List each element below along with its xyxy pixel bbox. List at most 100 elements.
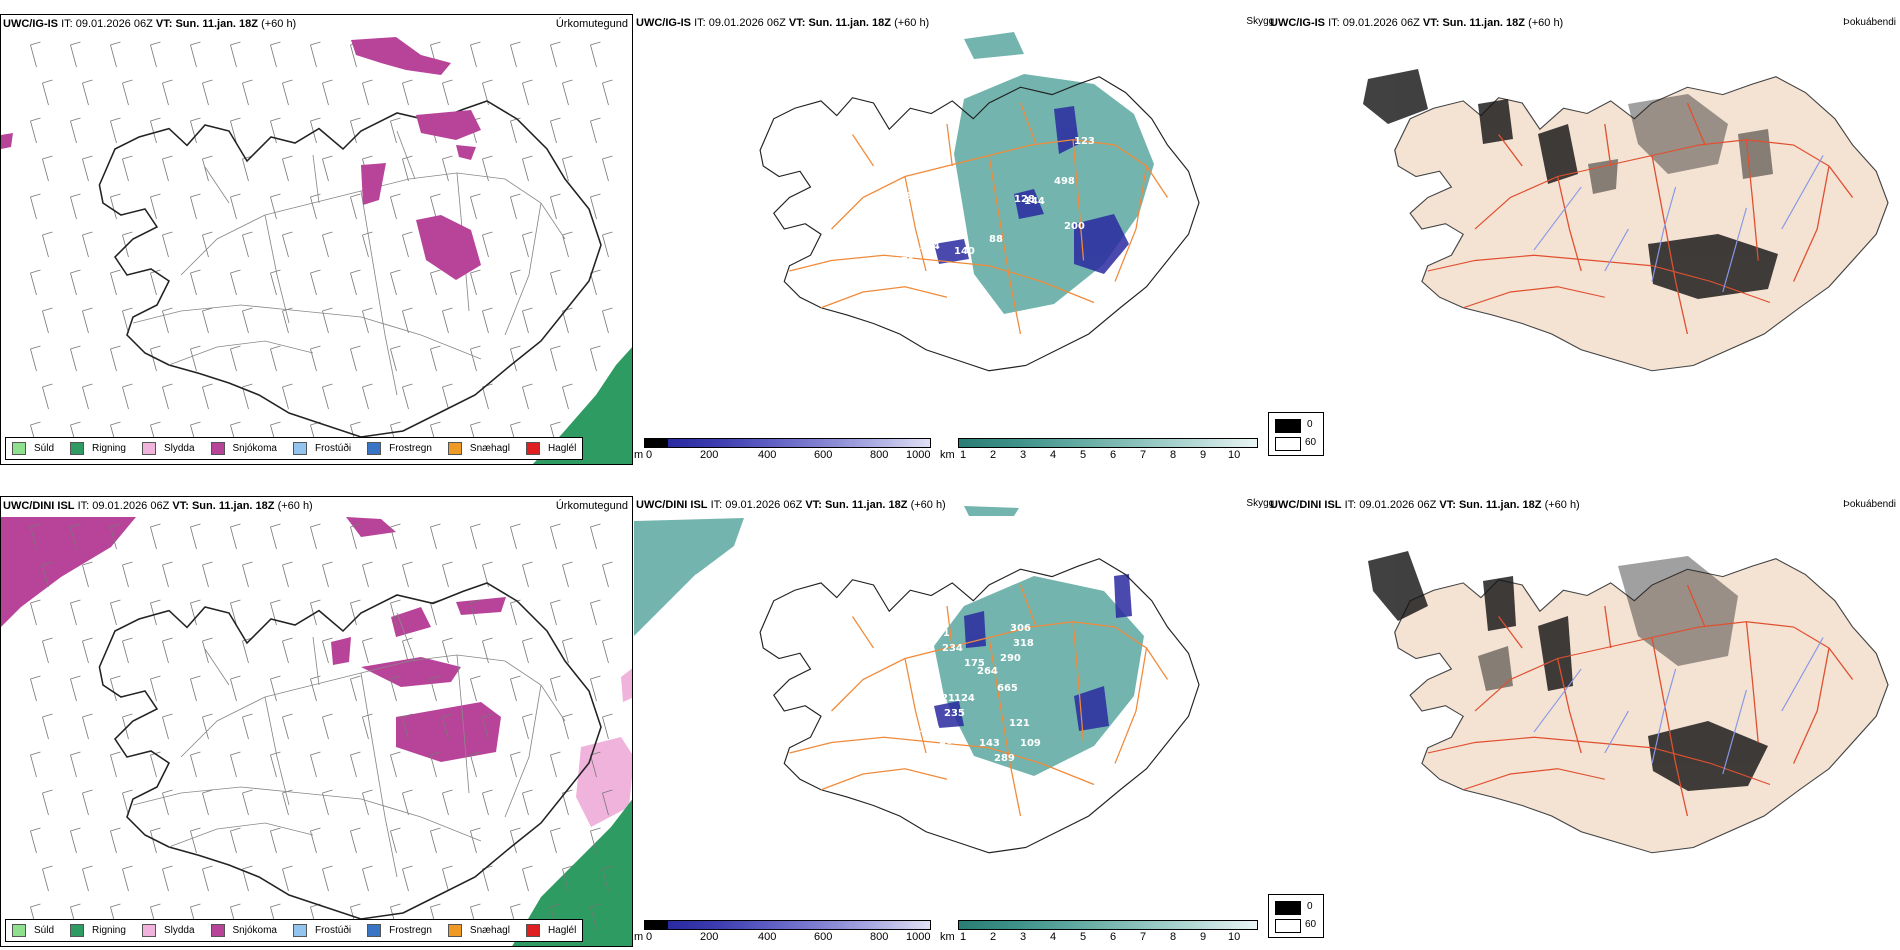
legend-label: Frostregn <box>389 925 432 936</box>
tick-label: 3 <box>1020 449 1027 461</box>
wind-barb-flag <box>442 713 453 718</box>
wind-barb-flag <box>30 523 41 528</box>
wind-barb-flag <box>362 637 373 642</box>
road-network <box>132 130 566 396</box>
wind-barb-flag <box>70 269 81 274</box>
road-network <box>1427 584 1854 817</box>
wind-barb <box>282 564 289 588</box>
wind-barb <box>82 716 89 740</box>
wind-barb <box>522 716 529 740</box>
snow-areas <box>1 37 481 280</box>
cloud-title: Skyggni <box>1246 498 1274 509</box>
wind-barb <box>562 234 569 258</box>
wind-barb <box>430 196 437 220</box>
wind-barb-flag <box>562 231 573 236</box>
wind-barb-flag <box>150 599 161 604</box>
wind-barb-flag <box>162 155 173 160</box>
wind-barb <box>590 526 597 550</box>
wind-barb-flag <box>362 231 373 236</box>
wind-barb-flag <box>390 269 401 274</box>
wind-barb <box>270 120 277 144</box>
tick-label: 5 <box>1080 931 1087 943</box>
wind-barb <box>270 44 277 68</box>
wind-barb <box>70 830 77 854</box>
wind-barb-flag <box>390 827 401 832</box>
wind-barb <box>190 602 197 626</box>
wind-barb-flag <box>70 827 81 832</box>
fog-legend: 0 60 <box>1268 894 1324 938</box>
rain-areas <box>532 347 632 464</box>
wind-barb-flag <box>270 269 281 274</box>
wind-barb <box>430 602 437 626</box>
wind-barb <box>122 564 129 588</box>
wind-barb <box>470 526 477 550</box>
wind-barb <box>30 120 37 144</box>
wind-barb <box>202 564 209 588</box>
wind-barb <box>362 792 369 816</box>
wind-barb <box>242 640 249 664</box>
wind-barb-flag <box>150 345 161 350</box>
wind-barb <box>522 640 529 664</box>
wind-barb-flag <box>82 79 93 84</box>
wind-barb <box>230 44 237 68</box>
river-network <box>1533 155 1824 293</box>
wind-barb <box>162 564 169 588</box>
wind-barb <box>202 234 209 258</box>
wind-barb <box>282 158 289 182</box>
wind-barb-flag <box>162 383 173 388</box>
wind-barb-flag <box>110 903 121 908</box>
wind-barb <box>42 868 49 892</box>
iceland-map-ptype <box>1 517 632 946</box>
wind-barb-flag <box>482 231 493 236</box>
fog-swatch-black <box>1275 419 1301 433</box>
wind-barb-flag <box>270 751 281 756</box>
wind-barb-flag <box>510 903 521 908</box>
wind-barb <box>310 44 317 68</box>
wind-barb-flag <box>470 751 481 756</box>
wind-barb <box>310 272 317 296</box>
wind-barb <box>590 196 597 220</box>
wind-barb-flag <box>362 561 373 566</box>
land-fill <box>1394 76 1889 372</box>
wind-barb-flag <box>402 865 413 870</box>
wind-barb <box>150 678 157 702</box>
wind-barb <box>350 678 357 702</box>
visibility-value: 234 <box>942 643 963 654</box>
wind-barb-flag <box>350 345 361 350</box>
wind-barb <box>402 82 409 106</box>
wind-barb <box>590 678 597 702</box>
precip-legend: Súld Rigning Slydda Snjókoma Frostúði Fr… <box>5 437 584 460</box>
wind-barb <box>202 868 209 892</box>
wind-barb-flag <box>390 751 401 756</box>
wind-barb-flag <box>42 79 53 84</box>
wind-barb-flag <box>42 307 53 312</box>
wind-barb <box>522 310 529 334</box>
wind-barb <box>590 272 597 296</box>
wind-barb <box>230 526 237 550</box>
wind-barb <box>270 602 277 626</box>
wind-barb <box>310 526 317 550</box>
wind-barb <box>190 678 197 702</box>
wind-barb <box>522 868 529 892</box>
road-network <box>789 102 1169 335</box>
wind-barb-flag <box>590 117 601 122</box>
cloud-base-gradient <box>644 920 931 930</box>
wind-barb-flag <box>150 523 161 528</box>
wind-barb-flag <box>310 345 321 350</box>
wind-barb <box>442 792 449 816</box>
wind-barb <box>242 234 249 258</box>
wind-barb-flag <box>150 827 161 832</box>
wind-barb <box>510 120 517 144</box>
wind-barb <box>150 196 157 220</box>
wind-barb-flag <box>202 865 213 870</box>
fog-label: 60 <box>1305 919 1317 930</box>
wind-barb-flag <box>602 231 613 236</box>
wind-barb <box>442 310 449 334</box>
legend-swatch <box>367 924 382 937</box>
wind-barb-flag <box>230 421 241 426</box>
wind-barb-flag <box>470 827 481 832</box>
wind-barb-flag <box>42 789 53 794</box>
wind-barb-flag <box>522 865 533 870</box>
wind-barb-flag <box>562 155 573 160</box>
